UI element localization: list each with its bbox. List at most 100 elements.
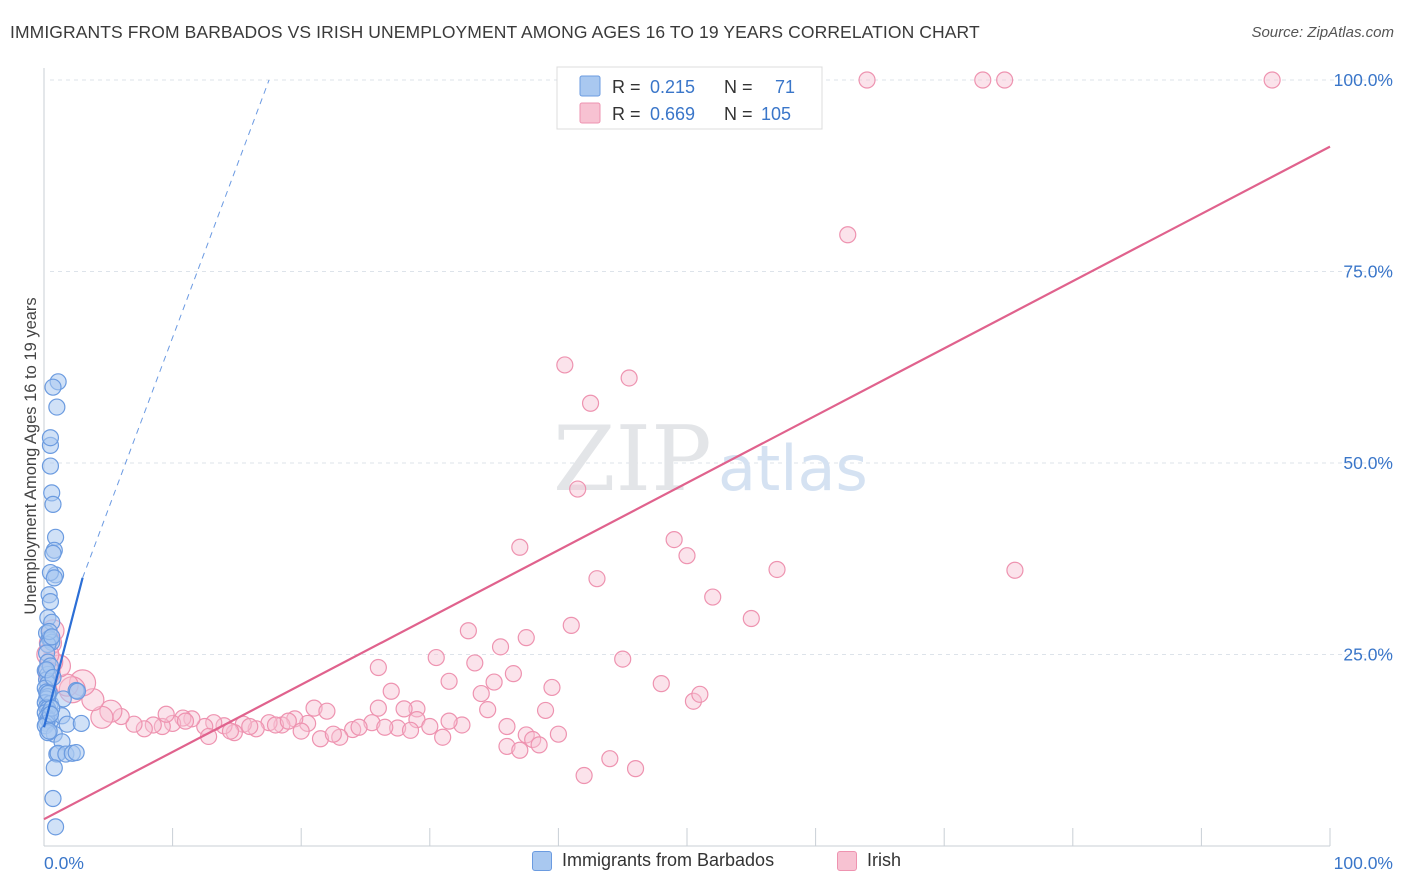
irish-point [601, 750, 619, 768]
irish-point [479, 701, 497, 719]
source-label: Source: ZipAtlas.com [1251, 24, 1394, 41]
irish-point [266, 716, 285, 734]
irish-point [157, 705, 175, 723]
irish-point [135, 720, 153, 738]
legend-item-irish[interactable]: Irish [837, 850, 901, 871]
irish-point [652, 675, 670, 693]
irish-point [440, 672, 458, 690]
irish-point [221, 722, 240, 740]
irish-point [684, 692, 703, 710]
irish-point [427, 648, 445, 667]
bottom-legend: Immigrants from Barbados Irish [0, 850, 1406, 880]
watermark: ZIP atlas [553, 407, 868, 512]
y-tick-label-25: 25.0% [1343, 645, 1393, 665]
y-axis-label: Unemployment Among Ages 16 to 19 years [22, 297, 40, 614]
irish-point [363, 714, 381, 732]
barbados-points [36, 373, 90, 836]
barbados-point [48, 398, 66, 416]
irish-point [176, 712, 195, 730]
irish-r-label: R = [612, 104, 641, 124]
irish-point [620, 369, 638, 387]
irish-point [376, 718, 394, 736]
chart-title: IMMIGRANTS FROM BARBADOS VS IRISH UNEMPL… [10, 22, 980, 42]
gridlines [50, 79, 1392, 655]
irish-point [581, 394, 600, 412]
irish-point [491, 638, 510, 656]
irish-point [292, 722, 310, 740]
irish-point [996, 71, 1014, 89]
irish-point [440, 712, 458, 730]
irish-point [395, 700, 413, 718]
watermark-zip: ZIP [553, 407, 712, 512]
irish-point [174, 709, 192, 727]
y-tick-label-50: 50.0% [1343, 453, 1393, 473]
barbados-point [44, 378, 62, 396]
irish-point [665, 530, 683, 549]
x-tick-label-100: 100.0% [1334, 853, 1393, 873]
irish-point [421, 717, 439, 736]
barbados-point [41, 593, 60, 611]
irish-point [241, 717, 259, 736]
irish-point [164, 714, 182, 733]
irish-point [369, 658, 387, 677]
barbados-r-value: 0.215 [650, 77, 695, 97]
irish-point [678, 547, 696, 565]
irish-point [504, 665, 522, 683]
irish-point [472, 684, 490, 703]
barbados-n-label: N = [724, 77, 753, 97]
irish-point [382, 682, 400, 700]
irish-point [974, 71, 992, 89]
irish-point [543, 678, 561, 697]
legend-item-barbados[interactable]: Immigrants from Barbados [532, 850, 774, 871]
barbados-point [44, 495, 62, 513]
barbados-n-value: 71 [775, 77, 795, 97]
irish-point [562, 616, 580, 634]
barbados-point [72, 714, 90, 733]
irish-point [453, 716, 471, 734]
irish-point [459, 622, 477, 640]
irish-r-value: 0.669 [650, 104, 695, 124]
irish-n-value: 105 [761, 104, 791, 124]
irish-point [498, 717, 516, 736]
barbados-trendline-extension [82, 79, 270, 579]
watermark-atlas: atlas [718, 432, 868, 505]
barbados-point [45, 569, 63, 587]
irish-point [530, 736, 548, 754]
irish-point [1263, 71, 1281, 89]
legend-swatch-barbados [532, 850, 552, 871]
irish-point [434, 728, 452, 746]
barbados-point [54, 690, 72, 708]
barbados-r-label: R = [612, 77, 641, 97]
irish-point [536, 701, 555, 720]
irish-point [1006, 561, 1024, 579]
irish-point [311, 730, 330, 748]
barbados-point [45, 759, 63, 777]
irish-point [389, 719, 407, 737]
irish-point [614, 650, 632, 668]
barbados-swatch [579, 75, 601, 97]
irish-point [691, 685, 709, 703]
irish-point [125, 715, 143, 733]
irish-point [350, 718, 368, 736]
irish-point [498, 737, 516, 756]
irish-point [839, 226, 857, 244]
stats-row-barbados: R = 0.215 N = 71 [579, 75, 795, 97]
irish-point [369, 699, 387, 717]
barbados-point [41, 429, 60, 447]
irish-point [517, 629, 535, 647]
irish-trendline [43, 145, 1331, 821]
irish-point [318, 702, 336, 720]
barbados-trendline [42, 577, 84, 728]
stats-row-irish: R = 0.669 N = 105 [579, 102, 791, 124]
x-tick-label-0: 0.0% [44, 853, 84, 873]
barbados-point [41, 457, 60, 475]
barbados-point [67, 743, 85, 762]
irish-point [768, 560, 786, 579]
irish-n-label: N = [724, 104, 753, 124]
irish-point [485, 673, 503, 691]
irish-point [626, 760, 645, 778]
y-tick-labels: 25.0% 50.0% 75.0% 100.0% [1334, 70, 1393, 665]
irish-point [305, 699, 323, 717]
irish-point [466, 654, 484, 672]
legend-label-irish: Irish [867, 850, 902, 870]
